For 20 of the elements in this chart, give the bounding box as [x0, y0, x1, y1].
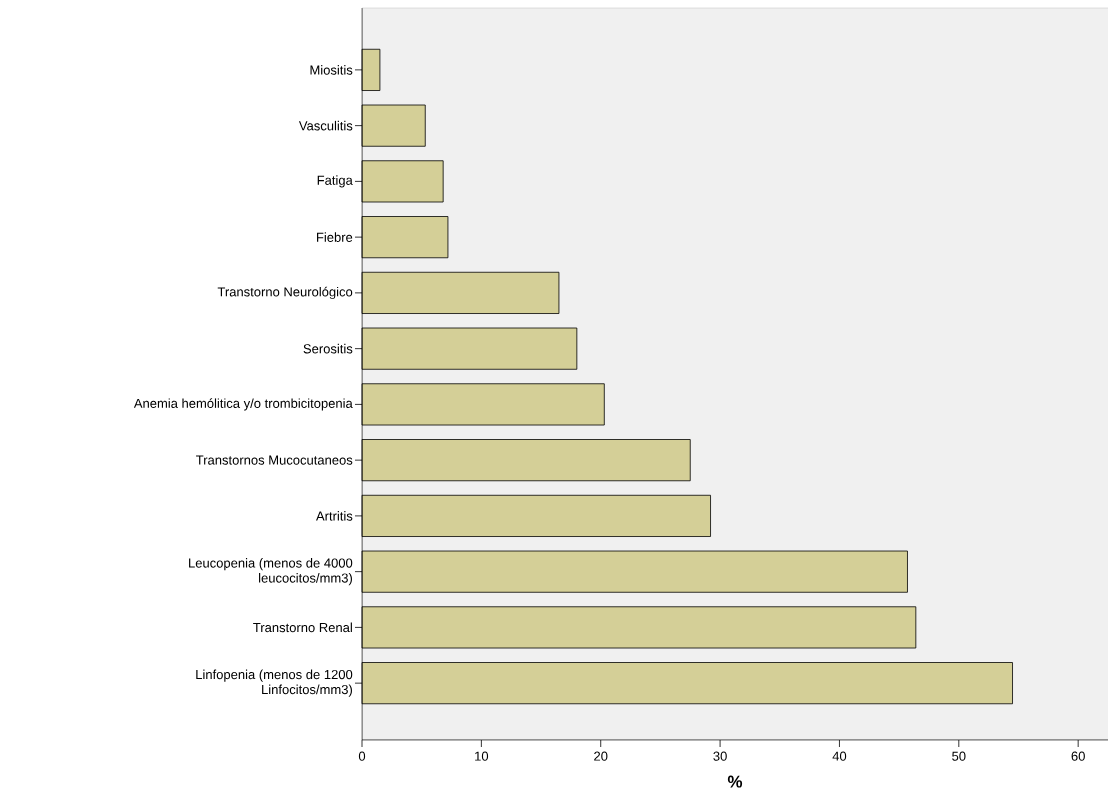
y-tick-label: Transtorno Neurológico: [217, 286, 353, 300]
y-tick-label: Linfopenia (menos de 1200 Linfocitos/mm3): [196, 669, 353, 697]
x-tick-label: 30: [713, 751, 727, 761]
y-tick-label: Artritis: [316, 511, 353, 521]
y-tick-label: Fatiga: [317, 175, 353, 188]
x-tick-label: 0: [358, 751, 366, 761]
y-tick-label: Anemia hemólitica y/o trombicitopenia: [133, 398, 353, 411]
x-tick-label: 10: [475, 751, 489, 761]
y-tick-label: Miositis: [310, 65, 353, 75]
x-tick-label: 50: [952, 751, 966, 761]
x-axis-title: %: [727, 775, 743, 788]
y-tick-label: Serositis: [303, 343, 353, 354]
x-tick-label: 60: [1071, 751, 1085, 761]
y-tick-label: Transtornos Mucocutaneos: [196, 455, 353, 465]
y-tick-label: Transtorno Renal: [253, 622, 352, 633]
x-tick-label: 40: [832, 751, 847, 761]
x-tick-label: 20: [594, 751, 608, 761]
y-tick-label: Leucopenia (menos de 4000 leucocitos/mm3): [189, 558, 353, 586]
y-tick-label: Vasculitis: [298, 120, 353, 131]
y-tick-label: Fiebre: [317, 232, 353, 242]
